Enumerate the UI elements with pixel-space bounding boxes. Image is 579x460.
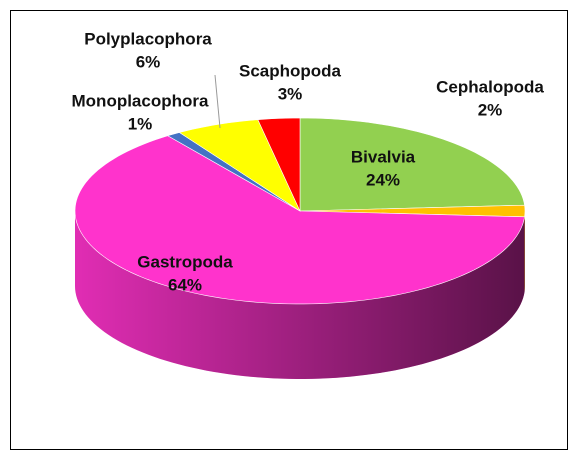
tops — [74, 117, 526, 305]
sides — [75, 211, 525, 379]
labels: Bivalvia 24% Cephalopoda 2% Gastropoda 64% Mon… — [72, 29, 545, 294]
slice-label: Monoplacophora — [72, 91, 209, 110]
slice-label: Polyplacophora — [84, 29, 212, 48]
slice-label: Gastropoda — [137, 252, 233, 271]
side-shade — [75, 211, 525, 379]
slice-value-label: 2% — [478, 100, 503, 119]
slice-value-label: 64% — [168, 275, 202, 294]
slice-value-label: 24% — [366, 170, 400, 189]
slice — [299, 117, 525, 212]
slice-value-label: 6% — [136, 52, 161, 71]
slice — [74, 135, 525, 305]
leader-line — [214, 74, 221, 129]
slice — [257, 117, 301, 212]
slice-label: Cephalopoda — [436, 77, 544, 96]
slice-label: Bivalvia — [351, 147, 416, 166]
slice-value-label: 3% — [278, 84, 303, 103]
slice-value-label: 1% — [128, 114, 153, 133]
slice-label: Scaphopoda — [239, 61, 342, 80]
slice — [178, 119, 301, 212]
